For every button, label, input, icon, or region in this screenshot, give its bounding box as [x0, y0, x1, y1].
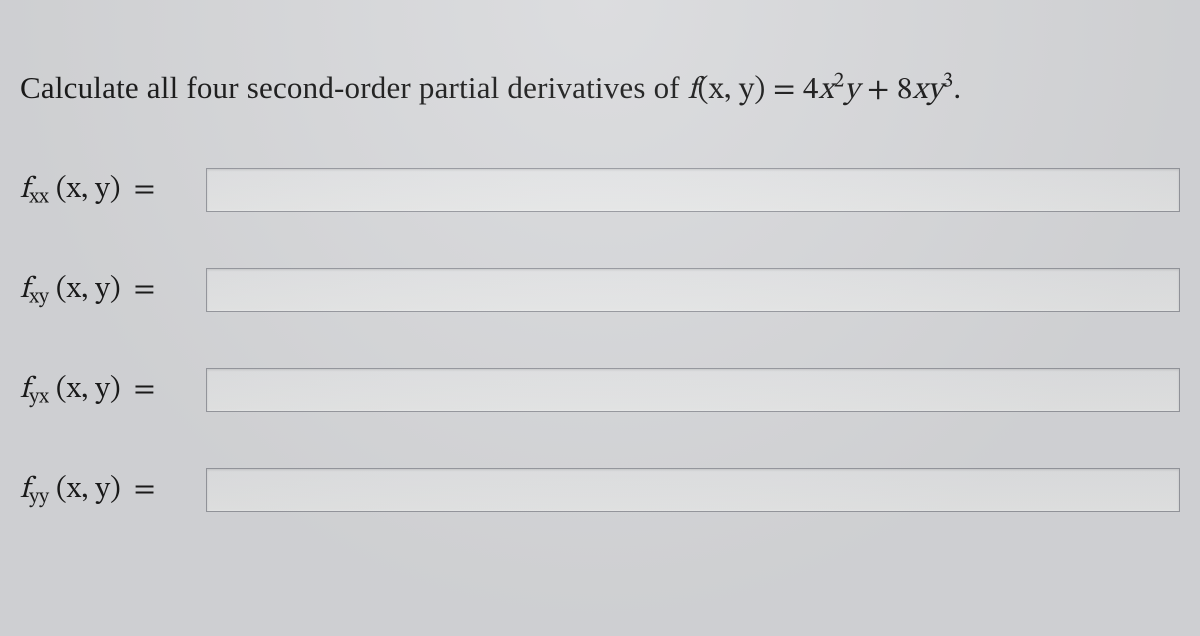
- question-text: Calculate all four second-order partial …: [20, 70, 1180, 110]
- row-fxy: fxy (x, y) =: [20, 268, 1180, 312]
- row-fyy: fyy (x, y) =: [20, 468, 1180, 512]
- input-fxx[interactable]: [206, 168, 1180, 212]
- question-prefix: Calculate all four second-order partial …: [20, 70, 688, 105]
- input-fyy[interactable]: [206, 468, 1180, 512]
- question-function: f(x, y) = 4x2y + 8xy3: [688, 75, 954, 106]
- label-fyx: fyx (x, y) =: [20, 371, 192, 409]
- label-fxx: fxx (x, y) =: [20, 171, 192, 209]
- answer-rows: fxx (x, y) = fxy (x, y) = fyx (x, y) = f…: [20, 168, 1180, 512]
- input-fxy[interactable]: [206, 268, 1180, 312]
- row-fxx: fxx (x, y) =: [20, 168, 1180, 212]
- row-fyx: fyx (x, y) =: [20, 368, 1180, 412]
- label-fxy: fxy (x, y) =: [20, 271, 192, 309]
- input-fyx[interactable]: [206, 368, 1180, 412]
- label-fyy: fyy (x, y) =: [20, 471, 192, 509]
